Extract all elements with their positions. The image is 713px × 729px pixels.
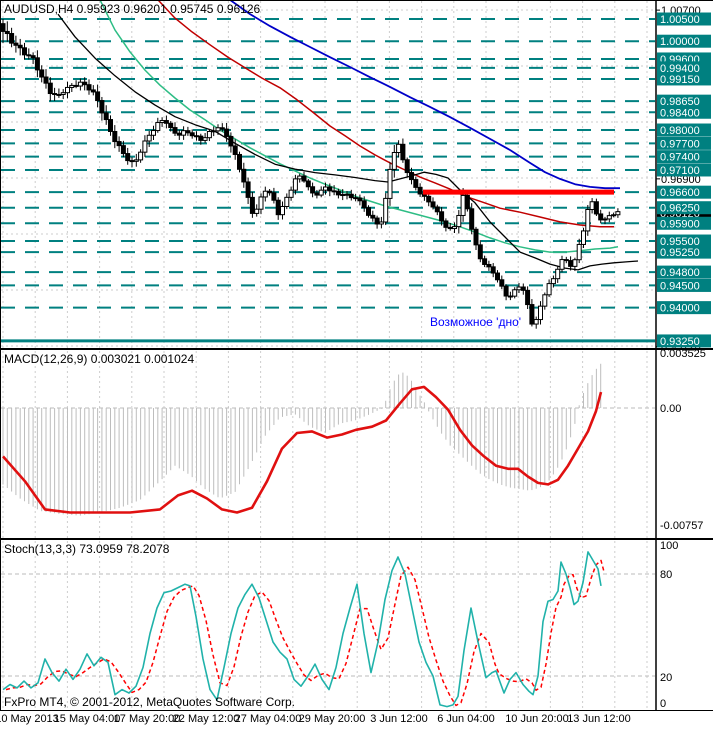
level-price-label: 1.00500 [660,14,700,26]
level-price-label: 0.95250 [660,247,700,259]
time-axis-label: 6 Jun 04:00 [437,713,495,725]
time-axis-label: 3 Jun 12:00 [370,713,428,725]
candles-layer [0,19,621,329]
indicator-scale-label: 80 [660,569,672,581]
chart-svg[interactable]: 1.007000.969000.931200.961261.005001.000… [0,0,713,711]
time-axis-label: 13 Jun 12:00 [567,713,631,725]
time-axis[interactable]: 10 May 2013 15 May 04:00 17 May 20:00 22 Ma… [0,711,713,729]
indicator-scale-label: 0.003525 [660,348,706,360]
macd-panel [1,363,655,516]
level-price-label: 0.98650 [660,96,700,108]
price-scale[interactable]: 1.007000.969000.931200.961261.005001.000… [656,5,711,710]
copyright-text: FxPro MT4, © 2001-2012, MetaQuotes Softw… [4,695,295,709]
time-axis-label: 17 May 20:00 [113,713,181,725]
stoch-title: Stoch(13,3,3) 73.0959 78.2078 [4,542,170,556]
grid-layer [1,1,655,710]
level-price-label: 0.98400 [660,107,700,119]
time-axis-label: 22 May 12:00 [172,713,240,725]
ma-green [99,0,619,253]
ma-fast-black [57,13,639,271]
level-price-label: 0.95500 [660,236,700,248]
level-price-label: 0.99400 [660,63,700,75]
level-price-label: 0.94500 [660,280,700,292]
level-price-label: 0.93250 [660,336,700,348]
time-axis-label: 10 Jun 20:00 [505,713,569,725]
time-axis-label: 27 May 04:00 [234,713,302,725]
support-resistance-lines-layer [1,18,655,343]
level-price-label: 0.97700 [660,138,700,150]
level-price-label: 0.97100 [660,165,700,177]
time-axis-label: 29 May 20:00 [298,713,366,725]
stochastic-panel [1,551,655,708]
macd-title: MACD(12,26,9) 0.003021 0.001024 [4,352,194,366]
level-price-label: 0.95900 [660,218,700,230]
indicator-scale-label: 20 [660,672,672,684]
level-price-label: 0.97400 [660,152,700,164]
chart-title: AUDUSD,H4 0.95923 0.96201 0.95745 0.9612… [4,2,261,16]
indicator-scale-label: 100 [660,540,678,552]
price-scale-label: 0.96900 [661,174,701,186]
indicator-scale-label: 0.00 [660,403,681,415]
time-axis-label: 15 May 04:00 [53,713,121,725]
time-axis-label: 10 May 2013 [0,713,59,725]
level-price-label: 0.98000 [660,125,700,137]
bottom-annotation: Возможное 'дно' [430,315,521,329]
indicator-scale-label: -0.00757 [660,520,703,532]
panel-borders [0,0,713,711]
level-price-label: 0.96250 [660,203,700,215]
moving-averages-layer [57,0,639,271]
level-price-label: 0.99150 [660,74,700,86]
ma-red [157,0,614,228]
indicator-scale-label: 0 [660,698,666,710]
level-price-label: 0.94800 [660,267,700,279]
ma-slow-blue [229,0,620,190]
level-price-label: 0.96600 [660,187,700,199]
level-price-label: 1.00000 [660,36,700,48]
level-price-label: 0.94000 [660,303,700,315]
